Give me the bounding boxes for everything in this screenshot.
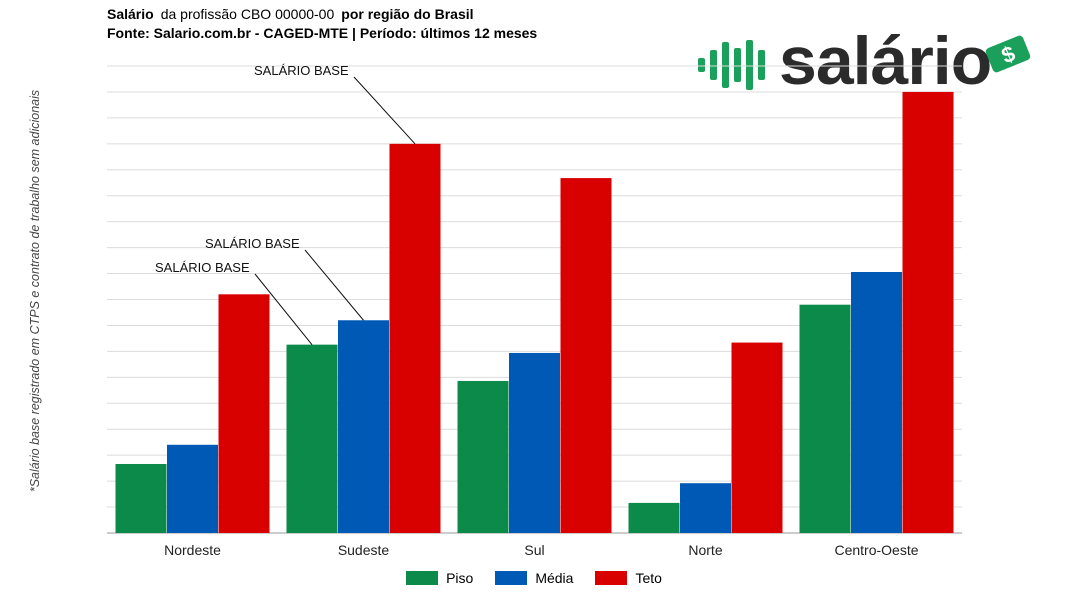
legend-swatch [495,571,528,585]
legend-swatch [406,571,439,585]
annotation-leader-line [304,249,364,321]
bar-piso-centro-oeste [799,304,851,533]
legend-item-teto: Teto [595,570,662,586]
title-prefix: Salário [107,6,154,22]
bar-média-sul [509,352,560,533]
bar-signal-icon [698,40,765,90]
bar-teto-centro-oeste [902,91,954,533]
annotation-leader-line [353,76,416,145]
annotation-label: SALÁRIO BASE [205,236,300,251]
legend: Piso Média Teto [0,570,1068,586]
bar-piso-nordeste [115,463,167,533]
chart-title: Salário da profissão CBO 00000-00 por regi… [107,5,537,43]
bar-piso-sudeste [286,344,338,533]
bar-teto-sudeste [389,143,441,534]
legend-swatch [595,571,628,585]
annotation-leader-line [254,273,313,345]
legend-label: Teto [635,570,662,586]
bar-média-nordeste [167,444,218,533]
legend-label: Média [535,570,574,586]
annotation-label: SALÁRIO BASE [254,63,349,78]
legend-item-média: Média [495,570,573,586]
annotation-label: SALÁRIO BASE [155,260,250,275]
bar-média-sudeste [338,320,389,533]
bar-teto-norte [731,342,783,533]
bar-piso-norte [628,502,680,533]
x-tick-label: Nordeste [164,542,221,558]
x-tick-label: Norte [688,542,722,558]
x-tick-label: Sul [524,542,544,558]
x-tick-label: Sudeste [338,542,390,558]
bars [115,91,954,534]
legend-label: Piso [446,570,474,586]
bar-média-centro-oeste [851,271,902,533]
bar-teto-nordeste [218,294,270,533]
salario-logo: salário $ [698,26,1031,96]
logo-text: salário [779,26,991,96]
annotations: SALÁRIO BASE SALÁRIO BASE SALÁRIO BASE [155,63,416,345]
title-line: Salário da profissão CBO 00000-00 por regi… [107,5,537,24]
title-suffix: por região do Brasil [341,6,474,22]
bar-média-norte [680,483,731,533]
bar-teto-sul [560,178,612,533]
title-middle: da profissão CBO 00000-00 [160,6,335,22]
legend-item-piso: Piso [406,570,473,586]
bar-piso-sul [457,380,509,533]
dollar-bill-icon: $ [985,35,1031,73]
x-tick-label: Centro-Oeste [834,542,918,558]
x-axis-labels: Nordeste Sudeste Sul Norte Centro-Oeste [164,542,919,558]
source-line: Fonte: Salario.com.br - CAGED-MTE | Perí… [107,25,538,41]
